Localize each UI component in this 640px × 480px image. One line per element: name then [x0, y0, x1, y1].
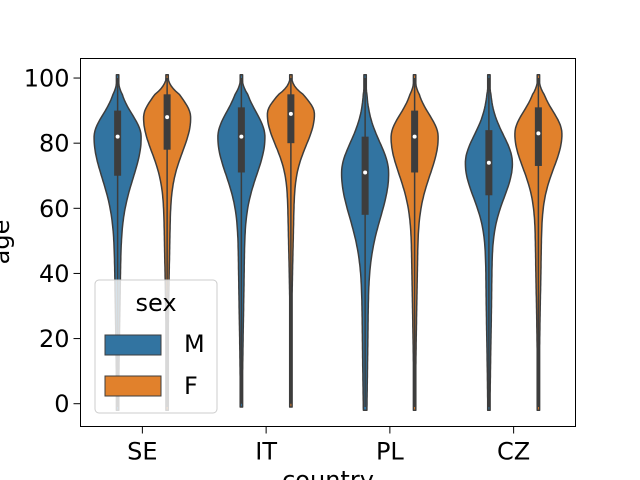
x-tick-label: SE — [127, 438, 157, 466]
violin-median-dot — [165, 115, 170, 120]
y-tick-label: 20 — [39, 325, 70, 353]
violin-median-dot — [412, 134, 417, 139]
y-tick-label: 60 — [39, 195, 70, 223]
legend-label-m: M — [184, 330, 205, 358]
x-axis-label: country — [282, 466, 374, 480]
violin-iqr-box — [287, 94, 295, 144]
violin-median-dot — [115, 134, 120, 139]
violin-median-dot — [363, 170, 368, 175]
y-axis: 0 20 40 60 80 100 — [24, 65, 81, 418]
violin-median-dot — [239, 134, 244, 139]
plot-frame — [80, 58, 576, 427]
legend-swatch-f — [104, 375, 162, 397]
y-tick-label: 100 — [24, 65, 70, 93]
violin-iqr-box — [411, 110, 419, 173]
y-tick-label: 80 — [39, 130, 70, 158]
violin-iqr-box — [361, 136, 369, 215]
violin-median-dot — [486, 160, 491, 165]
x-tick-label: IT — [255, 438, 277, 466]
legend-swatch-m — [104, 334, 162, 356]
x-tick-label: CZ — [497, 438, 530, 466]
x-axis: SE IT PL CZ — [127, 426, 530, 466]
violin-median-dot — [536, 131, 541, 136]
legend-title: sex — [135, 289, 176, 317]
y-axis-label: age — [0, 220, 15, 265]
violin-iqr-box — [534, 107, 542, 166]
violin-iqr-box — [114, 110, 122, 176]
violin-iqr-box — [163, 94, 171, 150]
legend: sex M F — [94, 279, 218, 414]
violin-median-dot — [288, 111, 293, 116]
y-tick-label: 0 — [54, 390, 69, 418]
violin-iqr-box — [237, 107, 245, 173]
violins-layer — [93, 74, 563, 411]
x-tick-label: PL — [376, 438, 404, 466]
y-tick-label: 40 — [39, 260, 70, 288]
legend-label-f: F — [184, 372, 198, 400]
